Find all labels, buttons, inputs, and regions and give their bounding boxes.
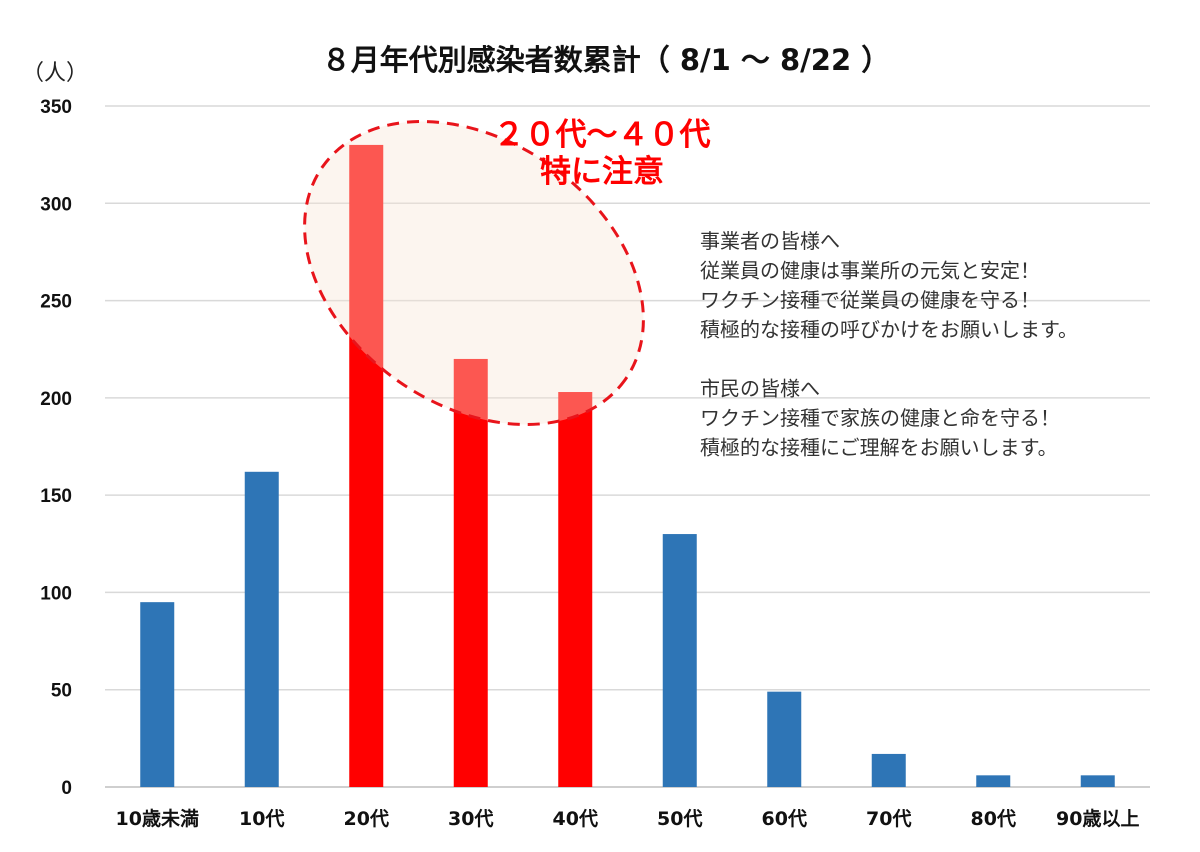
x-tick-label: 60代 <box>762 808 807 830</box>
y-tick-labels: 0 50 100 150 200 250 300 350 <box>40 97 72 799</box>
bar <box>1080 775 1115 787</box>
y-tick-label: 100 <box>40 583 72 604</box>
note-line: 積極的な接種の呼びかけをお願いします。 <box>700 318 1078 342</box>
note-line: 従業員の健康は事業所の元気と安定！ <box>700 259 1040 283</box>
bar <box>767 691 802 787</box>
y-tick-label: 350 <box>40 97 72 118</box>
bar <box>871 753 906 787</box>
note-line: 市民の皆様へ <box>700 377 820 401</box>
x-tick-labels: 10歳未満 10代 20代 30代 40代 50代 60代 70代 80代 90歳以上 <box>116 807 1140 830</box>
y-tick-label: 50 <box>51 681 72 702</box>
highlight-ellipse <box>303 120 645 426</box>
callout: ２０代〜４０代 特に注意 <box>303 117 711 426</box>
x-tick-label: 10歳未満 <box>116 807 199 830</box>
bar <box>662 534 697 787</box>
x-tick-label: 40代 <box>553 808 598 830</box>
y-tick-label: 300 <box>40 194 72 215</box>
x-tick-label: 80代 <box>971 808 1016 830</box>
x-tick-label: 20代 <box>344 808 389 830</box>
x-tick-label: 30代 <box>448 808 493 830</box>
note-line: ワクチン接種で従業員の健康を守る！ <box>700 288 1040 312</box>
y-tick-label: 250 <box>40 292 72 313</box>
bar <box>453 358 488 787</box>
note-line: ワクチン接種で家族の健康と命を守る！ <box>700 406 1060 430</box>
bars <box>140 144 1115 787</box>
y-tick-label: 200 <box>40 389 72 410</box>
callout-line-2: 特に注意 <box>540 154 664 190</box>
gridlines <box>105 105 1150 788</box>
bar <box>558 392 593 787</box>
note-line: 積極的な接種にご理解をお願いします。 <box>700 436 1058 460</box>
note-line: 事業者の皆様へ <box>700 229 840 253</box>
x-tick-label: 70代 <box>866 808 911 830</box>
x-tick-label: 10代 <box>239 808 284 830</box>
y-tick-label: 0 <box>61 778 72 799</box>
y-tick-label: 150 <box>40 486 72 507</box>
callout-line-1: ２０代〜４０代 <box>494 117 711 153</box>
y-unit-label: （人） <box>22 61 88 86</box>
chart-title: ８月年代別感染者数累計（ 8/1 〜 8/22 ） <box>322 43 890 77</box>
x-tick-label: 50代 <box>657 808 702 830</box>
bar <box>349 144 384 787</box>
bar <box>976 775 1011 787</box>
bar <box>140 602 175 787</box>
x-tick-label: 90歳以上 <box>1056 808 1139 830</box>
bar <box>244 471 279 787</box>
